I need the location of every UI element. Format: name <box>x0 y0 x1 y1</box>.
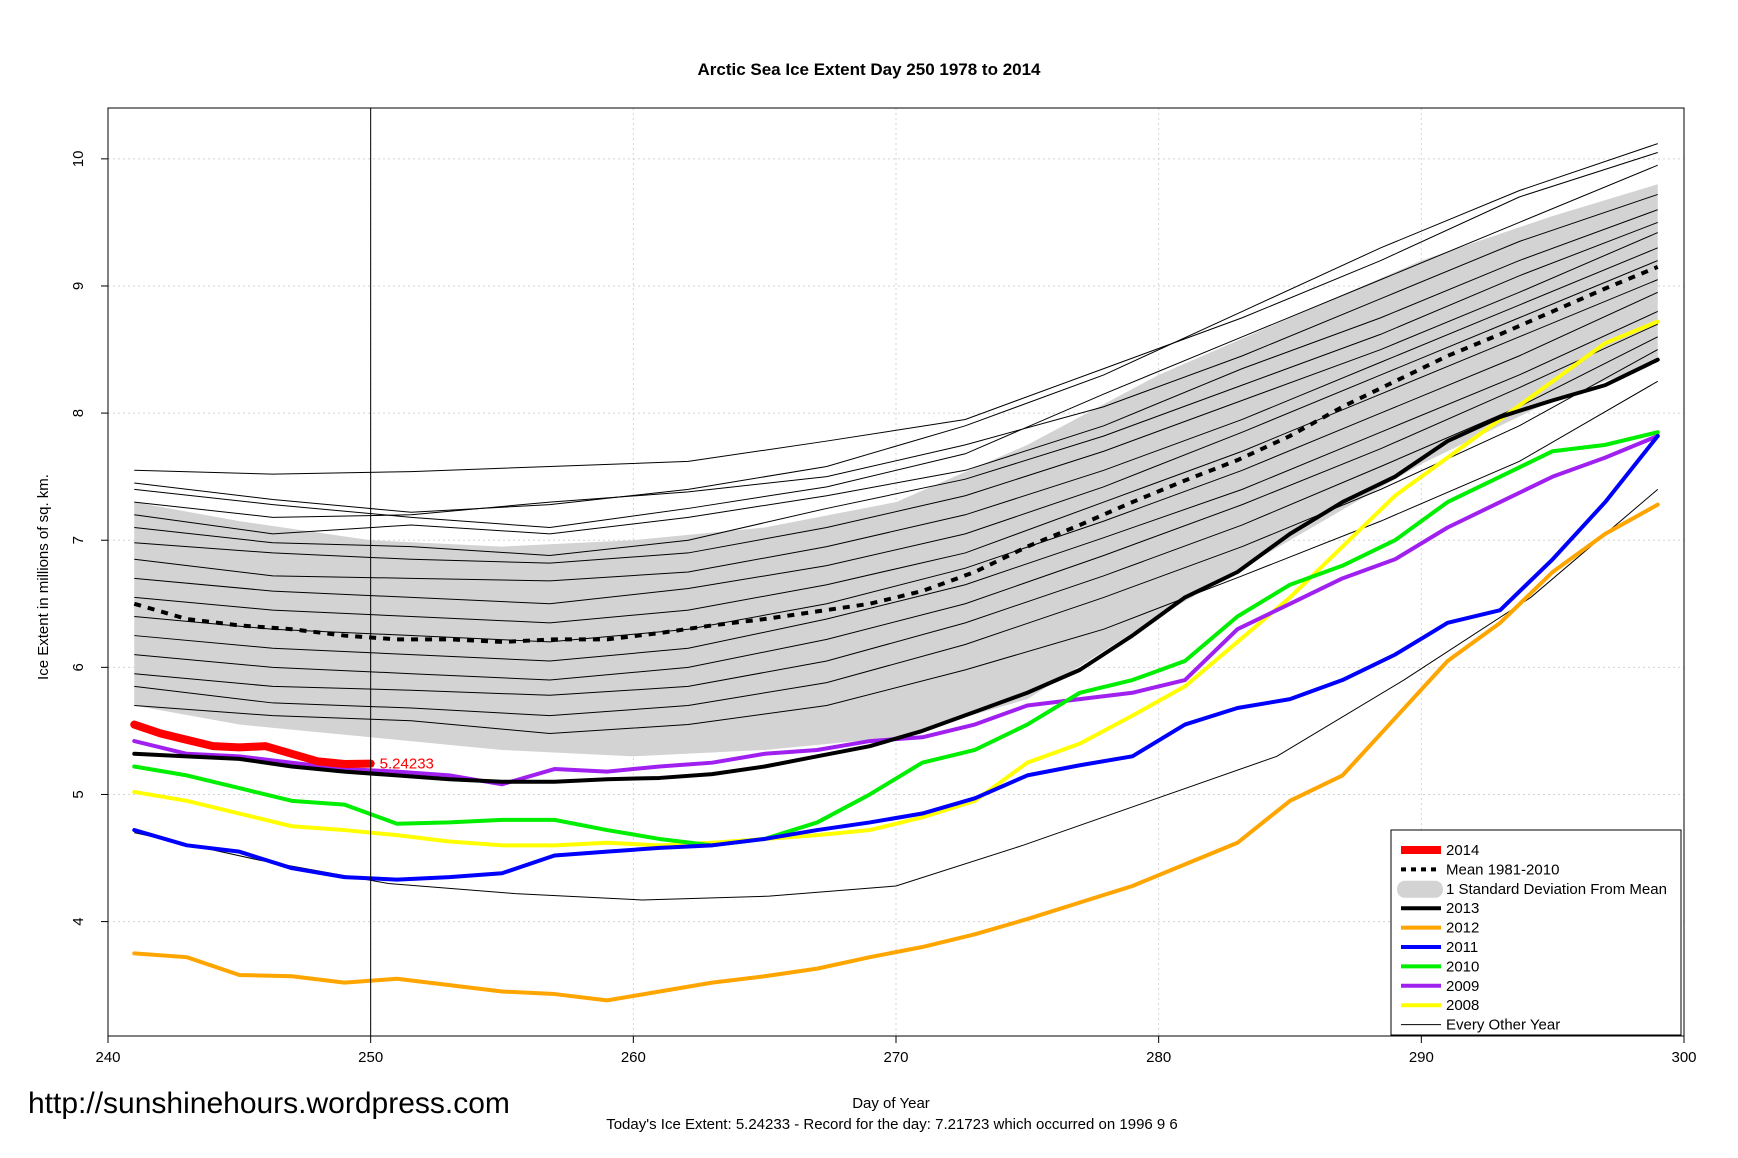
every-other-year-line <box>134 260 1658 605</box>
current-value-label: 5.24233 <box>380 756 434 773</box>
x-tick-label: 280 <box>1146 1049 1171 1066</box>
y-tick-label: 6 <box>70 663 87 671</box>
y-tick-label: 9 <box>70 282 87 290</box>
y-tick-label: 8 <box>70 409 87 417</box>
y-tick-label: 10 <box>70 151 87 168</box>
every-other-year-line <box>134 349 1658 717</box>
every-other-year-line <box>134 152 1658 475</box>
legend-label: 2009 <box>1446 978 1479 995</box>
std-band-area <box>134 184 1658 757</box>
x-tick-label: 240 <box>95 1049 120 1066</box>
x-axis-ticks: 240 250 260 270 280 290 300 <box>95 1036 1697 1066</box>
year-series <box>130 265 1660 1003</box>
series-line-2008 <box>132 319 1660 848</box>
legend-label: Mean 1981-2010 <box>1446 861 1559 878</box>
legend-label: 2012 <box>1446 920 1479 937</box>
series-line-2014 <box>130 720 375 768</box>
y-tick-label: 7 <box>70 536 87 544</box>
x-tick-label: 260 <box>621 1049 646 1066</box>
legend-label: 2008 <box>1446 997 1479 1014</box>
series-line-2011 <box>132 433 1660 882</box>
y-axis-ticks: 4 5 6 7 8 9 10 <box>70 151 108 926</box>
series-line-2013 <box>132 357 1660 784</box>
x-tick-label: 290 <box>1409 1049 1434 1066</box>
y-axis-label: Ice Extent in millions of sq. km. <box>35 474 52 680</box>
y-tick-label: 5 <box>70 790 87 798</box>
watermark-url: http://sunshinehours.wordpress.com <box>28 1087 510 1120</box>
series-line-2012 <box>132 502 1660 1003</box>
every-other-year-line <box>134 279 1658 624</box>
legend-box <box>1390 829 1682 1036</box>
legend: 2014 Mean 1981-2010 1 Standard Deviation F… <box>1390 829 1682 1036</box>
every-other-year-line <box>134 143 1658 513</box>
x-tick-label: 300 <box>1671 1049 1696 1066</box>
every-other-year-line <box>134 488 1659 901</box>
legend-swatch <box>1397 880 1443 898</box>
every-other-year-line <box>134 336 1658 696</box>
std-band <box>134 184 1658 757</box>
series-line-2010 <box>132 430 1660 848</box>
x-axis-label: Day of Year <box>852 1095 930 1112</box>
every-other-year-line <box>134 380 1658 734</box>
series-line-mean-1981-2010 <box>133 265 1659 644</box>
every-other-year-line <box>134 247 1658 582</box>
legend-label: 1 Standard Deviation From Mean <box>1446 881 1667 898</box>
legend-label: 2013 <box>1446 900 1479 917</box>
legend-label: 2014 <box>1446 842 1479 859</box>
every-other-year-line <box>134 209 1658 535</box>
every-other-year-line <box>134 232 1658 564</box>
every-other-year-line <box>134 291 1658 643</box>
x-tick-label: 250 <box>358 1049 383 1066</box>
legend-label: 2010 <box>1446 958 1479 975</box>
legend-label: 2011 <box>1446 939 1478 956</box>
every-other-year-line <box>134 310 1658 662</box>
every-other-year-line <box>134 323 1658 681</box>
legend-label: Every Other Year <box>1446 1017 1560 1034</box>
every-other-year-line <box>134 193 1658 518</box>
footer-note: Today's Ice Extent: 5.24233 - Record for… <box>606 1116 1178 1133</box>
every-other-year-line <box>134 221 1658 556</box>
y-tick-label: 4 <box>70 917 87 925</box>
x-tick-label: 270 <box>883 1049 908 1066</box>
chart-title: Arctic Sea Ice Extent Day 250 1978 to 20… <box>697 60 1041 79</box>
every-other-year-lines <box>134 143 1659 901</box>
